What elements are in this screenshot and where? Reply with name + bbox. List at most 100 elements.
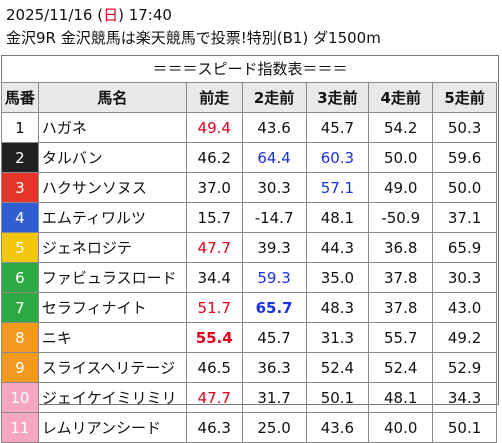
col-header: 4走前 <box>368 82 434 113</box>
header-row: 馬番 馬名 前走 2走前 3走前 4走前 5走前 <box>1 82 497 113</box>
speed-index-cell: 64.4 <box>241 142 307 173</box>
col-header: 前走 <box>185 82 243 113</box>
speed-index-cell: 30.3 <box>241 172 307 203</box>
weekday: 日 <box>103 6 119 24</box>
horse-name: ファビュラスロード <box>37 262 187 293</box>
speed-index-cell: 51.7 <box>185 292 243 323</box>
table-row: 6 ファビュラスロード 34.4 59.3 35.0 37.8 30.3 <box>1 262 497 293</box>
race-header: 2025/11/16 (日) 17:40 金沢9R 金沢競馬は楽天競馬で投票!特… <box>6 4 381 50</box>
speed-index-cell: 48.1 <box>368 382 434 413</box>
table-row: 11 レムリアンシード 46.3 25.0 43.6 40.0 50.1 <box>1 412 497 443</box>
gate-number: 11 <box>1 412 39 443</box>
col-header: 2走前 <box>241 82 307 113</box>
speed-index-cell: 48.1 <box>305 202 370 233</box>
speed-index-cell: 31.3 <box>305 322 370 353</box>
speed-index-cell: 52.4 <box>368 352 434 383</box>
speed-index-cell: 37.1 <box>432 202 497 233</box>
gate-number: 1 <box>1 112 39 143</box>
table-row: 7 セラフィナイト 51.7 65.7 48.3 37.8 43.0 <box>1 292 497 323</box>
gate-number: 4 <box>1 202 39 233</box>
horse-name: ハクサンソヌス <box>37 172 187 203</box>
table-row: 10 ジェイケイミリミリ 47.7 31.7 50.1 48.1 34.3 <box>1 382 497 413</box>
speed-index-cell: 49.2 <box>432 322 497 353</box>
speed-index-cell: 44.3 <box>305 232 370 263</box>
gate-number: 7 <box>1 292 39 323</box>
table-row: 2 タルバン 46.2 64.4 60.3 50.0 59.6 <box>1 142 497 173</box>
speed-index-cell: 49.4 <box>185 112 243 143</box>
speed-index-cell: 50.3 <box>432 112 497 143</box>
table-row: 8 ニキ 55.4 45.7 31.3 55.7 49.2 <box>1 322 497 353</box>
speed-index-cell: 43.6 <box>241 112 307 143</box>
speed-index-cell: 43.0 <box>432 292 497 323</box>
gate-number: 6 <box>1 262 39 293</box>
gate-number: 5 <box>1 232 39 263</box>
speed-index-cell: 36.8 <box>368 232 434 263</box>
speed-index-cell: 35.0 <box>305 262 370 293</box>
speed-index-cell: 30.3 <box>432 262 497 293</box>
speed-index-cell: 45.7 <box>305 112 370 143</box>
speed-index-cell: 39.3 <box>241 232 307 263</box>
horse-name: ジェイケイミリミリ <box>37 382 187 413</box>
col-header: 3走前 <box>305 82 370 113</box>
table-row: 3 ハクサンソヌス 37.0 30.3 57.1 49.0 50.0 <box>1 172 497 203</box>
speed-index-cell: 34.4 <box>185 262 243 293</box>
gate-number: 8 <box>1 322 39 353</box>
date-time: 2025/11/16 (日) 17:40 <box>6 6 172 24</box>
speed-index-cell: 25.0 <box>241 412 307 443</box>
gate-number: 9 <box>1 352 39 383</box>
speed-index-cell: 43.6 <box>305 412 370 443</box>
speed-index-cell: 31.7 <box>241 382 307 413</box>
speed-index-cell: 48.3 <box>305 292 370 323</box>
table-row: 9 スライスヘリテージ 46.5 36.3 52.4 52.4 52.9 <box>1 352 497 383</box>
speed-index-cell: 45.7 <box>241 322 307 353</box>
speed-index-table: 馬番 馬名 前走 2走前 3走前 4走前 5走前 1 ハガネ 49.4 43.6 45.… <box>1 82 497 443</box>
speed-index-cell: -14.7 <box>241 202 307 233</box>
speed-index-cell: 47.7 <box>185 382 243 413</box>
speed-index-cell: 37.0 <box>185 172 243 203</box>
table-row: 5 ジェネロジテ 47.7 39.3 44.3 36.8 65.9 <box>1 232 497 263</box>
speed-index-cell: 55.4 <box>185 322 243 353</box>
speed-index-cell: 50.0 <box>368 142 434 173</box>
speed-index-cell: 46.3 <box>185 412 243 443</box>
col-header: 馬名 <box>37 82 187 113</box>
speed-index-cell: 60.3 <box>305 142 370 173</box>
speed-index-cell: 52.4 <box>305 352 370 383</box>
horse-name: ハガネ <box>37 112 187 143</box>
speed-index-cell: 57.1 <box>305 172 370 203</box>
col-header: 馬番 <box>1 82 39 113</box>
horse-name: エムティワルツ <box>37 202 187 233</box>
speed-index-cell: 37.8 <box>368 262 434 293</box>
speed-index-cell: 36.3 <box>241 352 307 383</box>
horse-name: ニキ <box>37 322 187 353</box>
horse-name: レムリアンシード <box>37 412 187 443</box>
speed-index-cell: 46.2 <box>185 142 243 173</box>
table-title: ＝＝＝スピード指数表＝＝＝ <box>152 60 348 78</box>
table-row: 4 エムティワルツ 15.7 -14.7 48.1 -50.9 37.1 <box>1 202 497 233</box>
speed-index-cell: 59.6 <box>432 142 497 173</box>
table-row: 1 ハガネ 49.4 43.6 45.7 54.2 50.3 <box>1 112 497 143</box>
speed-index-cell: 15.7 <box>185 202 243 233</box>
horse-name: ジェネロジテ <box>37 232 187 263</box>
speed-index-cell: 54.2 <box>368 112 434 143</box>
gate-number: 10 <box>1 382 39 413</box>
speed-index-cell: 52.9 <box>432 352 497 383</box>
gate-number: 3 <box>1 172 39 203</box>
speed-index-cell: 55.7 <box>368 322 434 353</box>
speed-index-cell: 34.3 <box>432 382 497 413</box>
speed-index-cell: 65.7 <box>241 292 307 323</box>
gate-number: 2 <box>1 142 39 173</box>
horse-name: セラフィナイト <box>37 292 187 323</box>
speed-index-cell: 50.0 <box>432 172 497 203</box>
speed-index-cell: 47.7 <box>185 232 243 263</box>
horse-name: スライスヘリテージ <box>37 352 187 383</box>
speed-index-cell: 46.5 <box>185 352 243 383</box>
horse-name: タルバン <box>37 142 187 173</box>
speed-index-panel: ＝＝＝スピード指数表＝＝＝ 馬番 馬名 前走 2走前 3走前 4走前 5走前 1… <box>1 55 499 443</box>
speed-index-cell: 50.1 <box>305 382 370 413</box>
speed-index-cell: 40.0 <box>368 412 434 443</box>
race-title: 金沢9R 金沢競馬は楽天競馬で投票!特別(B1) ダ1500m <box>6 29 381 47</box>
speed-index-cell: 50.1 <box>432 412 497 443</box>
speed-index-cell: -50.9 <box>368 202 434 233</box>
speed-index-cell: 65.9 <box>432 232 497 263</box>
col-header: 5走前 <box>432 82 497 113</box>
